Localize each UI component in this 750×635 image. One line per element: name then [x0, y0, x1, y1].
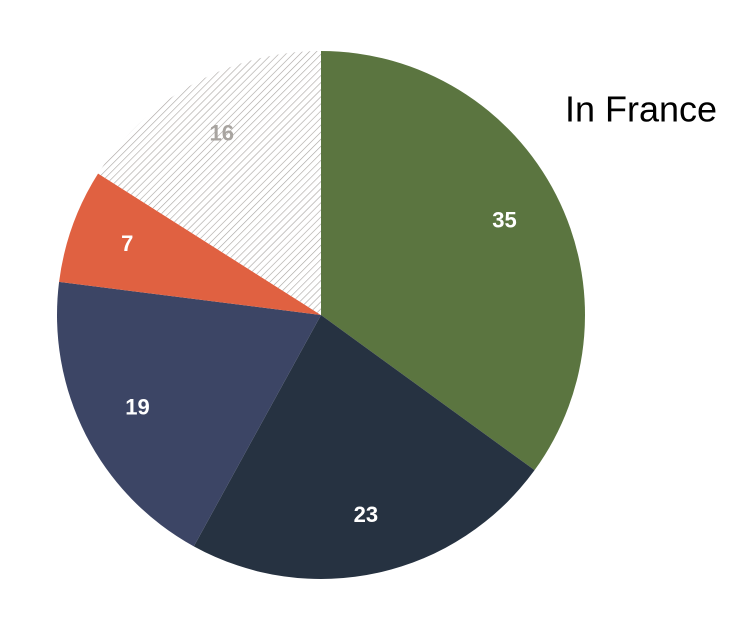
- pie-slice: [321, 51, 585, 471]
- pie-slice: [57, 281, 322, 547]
- pie-slice: [193, 315, 535, 579]
- chart-title: In France: [565, 89, 717, 130]
- data-label: 19: [125, 394, 149, 419]
- data-label: 35: [492, 207, 516, 232]
- data-label: 16: [210, 120, 234, 145]
- data-label: 7: [121, 231, 133, 256]
- pie-slice: [59, 173, 321, 315]
- data-label: 23: [354, 502, 378, 527]
- pie-slice: [98, 51, 321, 315]
